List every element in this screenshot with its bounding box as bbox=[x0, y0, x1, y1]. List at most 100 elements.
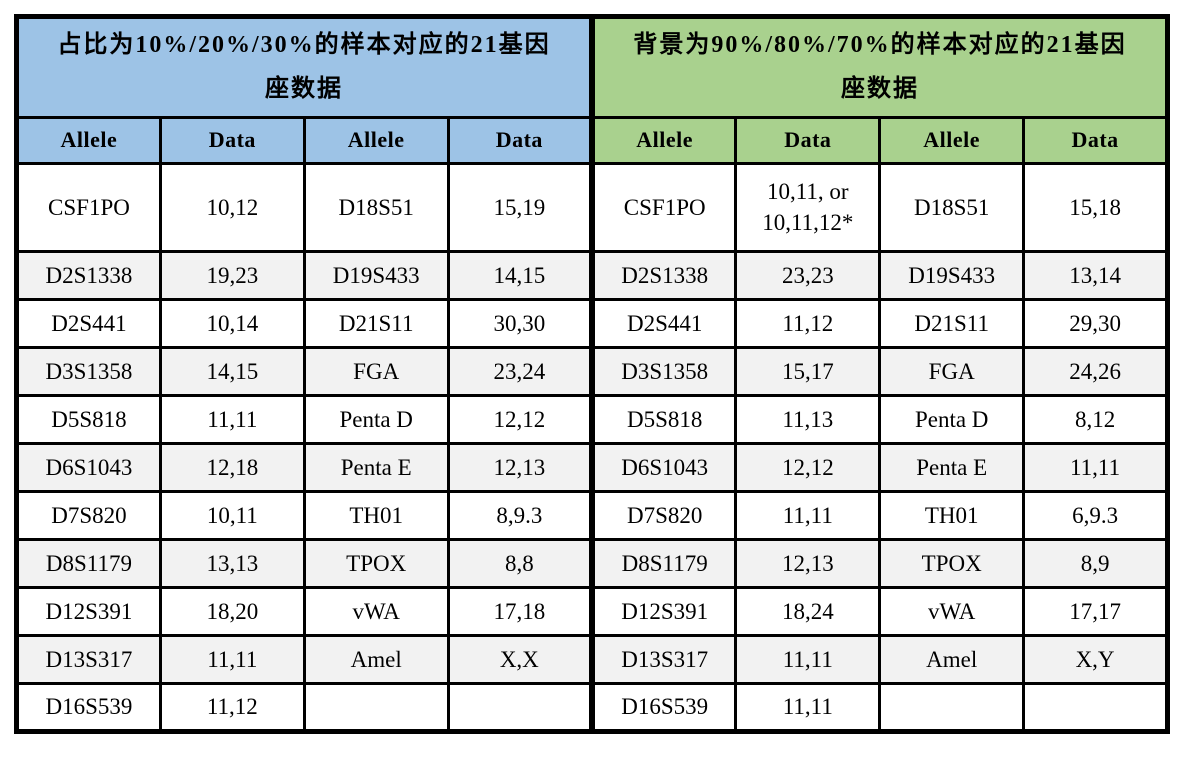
allele-cell: D8S1179 bbox=[15, 537, 162, 589]
data-cell: 11,11 bbox=[734, 633, 882, 685]
data-cell bbox=[1022, 681, 1169, 733]
data-cell: 13,13 bbox=[158, 537, 306, 589]
column-header-data: Data bbox=[734, 115, 882, 165]
right-section-title: 背景为90%/80%/70%的样本对应的21基因座数据 bbox=[589, 15, 1169, 119]
table-row: D13S317 11,11 Amel X,X D13S317 11,11 Ame… bbox=[15, 633, 1169, 685]
column-header-data: Data bbox=[1022, 115, 1169, 165]
data-cell: 10,11, or 10,11,12* bbox=[734, 161, 882, 253]
section-title-row: 占比为10%/20%/30%的样本对应的21基因座数据 背景为90%/80%/7… bbox=[15, 15, 1169, 119]
table-row: D2S1338 19,23 D19S433 14,15 D2S1338 23,2… bbox=[15, 249, 1169, 301]
data-cell: 11,13 bbox=[734, 393, 882, 445]
data-cell: 12,18 bbox=[158, 441, 306, 493]
data-cell: X,X bbox=[446, 633, 594, 685]
table-row: D7S820 10,11 TH01 8,9.3 D7S820 11,11 TH0… bbox=[15, 489, 1169, 541]
allele-cell: TH01 bbox=[878, 489, 1026, 541]
data-cell: 18,24 bbox=[734, 585, 882, 637]
column-header-data: Data bbox=[158, 115, 306, 165]
allele-cell: D5S818 bbox=[15, 393, 162, 445]
data-cell: 23,24 bbox=[446, 345, 594, 397]
table-row: D8S1179 13,13 TPOX 8,8 D8S1179 12,13 TPO… bbox=[15, 537, 1169, 589]
allele-cell: D2S441 bbox=[15, 297, 162, 349]
data-cell: 24,26 bbox=[1022, 345, 1169, 397]
data-cell: 14,15 bbox=[446, 249, 594, 301]
allele-cell bbox=[878, 681, 1026, 733]
data-cell: 18,20 bbox=[158, 585, 306, 637]
allele-cell: D6S1043 bbox=[589, 441, 738, 493]
data-cell: 11,11 bbox=[1022, 441, 1169, 493]
data-cell: 12,12 bbox=[446, 393, 594, 445]
data-cell: 12,13 bbox=[446, 441, 594, 493]
data-cell: 15,17 bbox=[734, 345, 882, 397]
allele-cell: TPOX bbox=[878, 537, 1026, 589]
column-header-allele: Allele bbox=[878, 115, 1026, 165]
allele-cell: D2S1338 bbox=[589, 249, 738, 301]
table-row: D12S391 18,20 vWA 17,18 D12S391 18,24 vW… bbox=[15, 585, 1169, 637]
allele-cell: Penta D bbox=[878, 393, 1026, 445]
data-cell: 11,11 bbox=[158, 393, 306, 445]
allele-cell: FGA bbox=[302, 345, 450, 397]
allele-cell: Amel bbox=[878, 633, 1026, 685]
data-cell: 10,12 bbox=[158, 161, 306, 253]
allele-cell: TPOX bbox=[302, 537, 450, 589]
allele-cell: D18S51 bbox=[302, 161, 450, 253]
data-cell: 15,19 bbox=[446, 161, 594, 253]
table-body: CSF1PO 10,12 D18S51 15,19 CSF1PO 10,11, … bbox=[15, 161, 1169, 733]
table-row: D2S441 10,14 D21S11 30,30 D2S441 11,12 D… bbox=[15, 297, 1169, 349]
allele-cell: vWA bbox=[878, 585, 1026, 637]
column-header-allele: Allele bbox=[302, 115, 450, 165]
data-cell bbox=[446, 681, 594, 733]
allele-cell: D2S441 bbox=[589, 297, 738, 349]
table-head: 占比为10%/20%/30%的样本对应的21基因座数据 背景为90%/80%/7… bbox=[15, 15, 1169, 165]
data-cell: 11,11 bbox=[734, 489, 882, 541]
allele-cell: Penta E bbox=[878, 441, 1026, 493]
column-header-data: Data bbox=[446, 115, 594, 165]
data-cell: 12,13 bbox=[734, 537, 882, 589]
allele-cell: CSF1PO bbox=[589, 161, 738, 253]
data-cell: 30,30 bbox=[446, 297, 594, 349]
data-cell: 11,12 bbox=[734, 297, 882, 349]
allele-cell: D2S1338 bbox=[15, 249, 162, 301]
allele-cell: D21S11 bbox=[878, 297, 1026, 349]
table-row: D6S1043 12,18 Penta E 12,13 D6S1043 12,1… bbox=[15, 441, 1169, 493]
left-section-title: 占比为10%/20%/30%的样本对应的21基因座数据 bbox=[15, 15, 594, 119]
allele-cell: vWA bbox=[302, 585, 450, 637]
data-cell: 11,11 bbox=[158, 633, 306, 685]
allele-cell: D13S317 bbox=[589, 633, 738, 685]
data-cell: 8,8 bbox=[446, 537, 594, 589]
data-cell: 14,15 bbox=[158, 345, 306, 397]
data-cell: 19,23 bbox=[158, 249, 306, 301]
table-row: D3S1358 14,15 FGA 23,24 D3S1358 15,17 FG… bbox=[15, 345, 1169, 397]
column-header-allele: Allele bbox=[15, 115, 162, 165]
allele-cell: D5S818 bbox=[589, 393, 738, 445]
data-cell: 13,14 bbox=[1022, 249, 1169, 301]
data-cell: 17,18 bbox=[446, 585, 594, 637]
data-cell: 15,18 bbox=[1022, 161, 1169, 253]
data-cell: 10,11 bbox=[158, 489, 306, 541]
allele-cell: D3S1358 bbox=[589, 345, 738, 397]
allele-cell: D13S317 bbox=[15, 633, 162, 685]
allele-cell: D18S51 bbox=[878, 161, 1026, 253]
data-cell: 12,12 bbox=[734, 441, 882, 493]
data-cell: 17,17 bbox=[1022, 585, 1169, 637]
data-cell: 11,11 bbox=[734, 681, 882, 733]
data-cell: 11,12 bbox=[158, 681, 306, 733]
column-header-allele: Allele bbox=[589, 115, 738, 165]
allele-cell: FGA bbox=[878, 345, 1026, 397]
allele-cell bbox=[302, 681, 450, 733]
data-cell: X,Y bbox=[1022, 633, 1169, 685]
table-row: D5S818 11,11 Penta D 12,12 D5S818 11,13 … bbox=[15, 393, 1169, 445]
allele-cell: D19S433 bbox=[302, 249, 450, 301]
data-cell: 29,30 bbox=[1022, 297, 1169, 349]
column-header-row: Allele Data Allele Data Allele Data Alle… bbox=[15, 115, 1169, 165]
allele-cell: D3S1358 bbox=[15, 345, 162, 397]
allele-cell: D19S433 bbox=[878, 249, 1026, 301]
allele-cell: D7S820 bbox=[589, 489, 738, 541]
allele-cell: D16S539 bbox=[15, 681, 162, 733]
data-cell: 8,12 bbox=[1022, 393, 1169, 445]
allele-cell: Penta D bbox=[302, 393, 450, 445]
genotype-table: 占比为10%/20%/30%的样本对应的21基因座数据 背景为90%/80%/7… bbox=[14, 14, 1170, 734]
allele-cell: D6S1043 bbox=[15, 441, 162, 493]
data-cell: 10,14 bbox=[158, 297, 306, 349]
allele-cell: D21S11 bbox=[302, 297, 450, 349]
